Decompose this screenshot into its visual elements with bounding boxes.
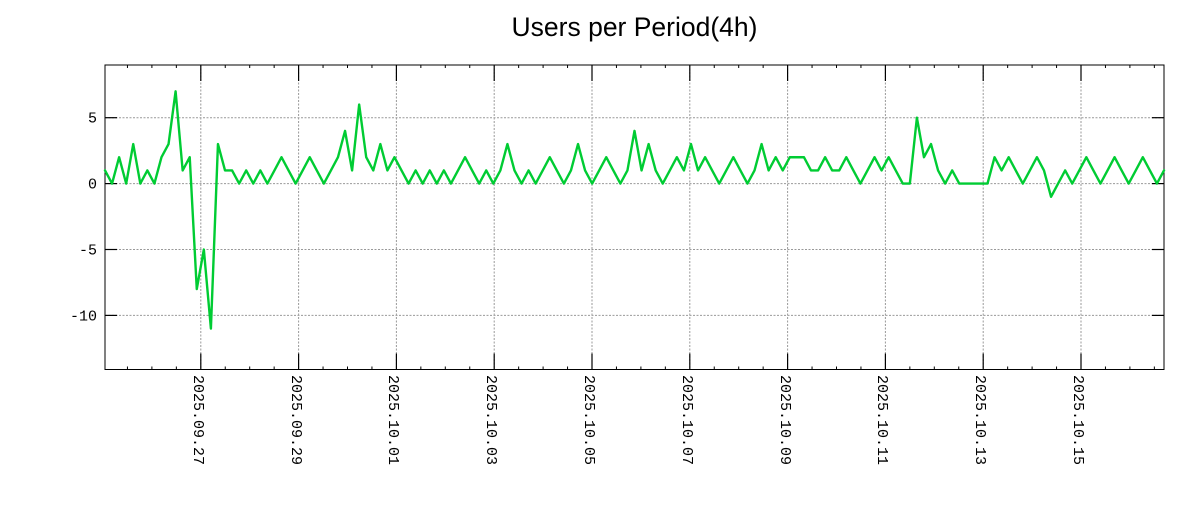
svg-text:0: 0 bbox=[88, 177, 97, 194]
svg-text:5: 5 bbox=[88, 111, 97, 128]
svg-text:-10: -10 bbox=[70, 308, 97, 325]
svg-text:-5: -5 bbox=[79, 243, 97, 260]
